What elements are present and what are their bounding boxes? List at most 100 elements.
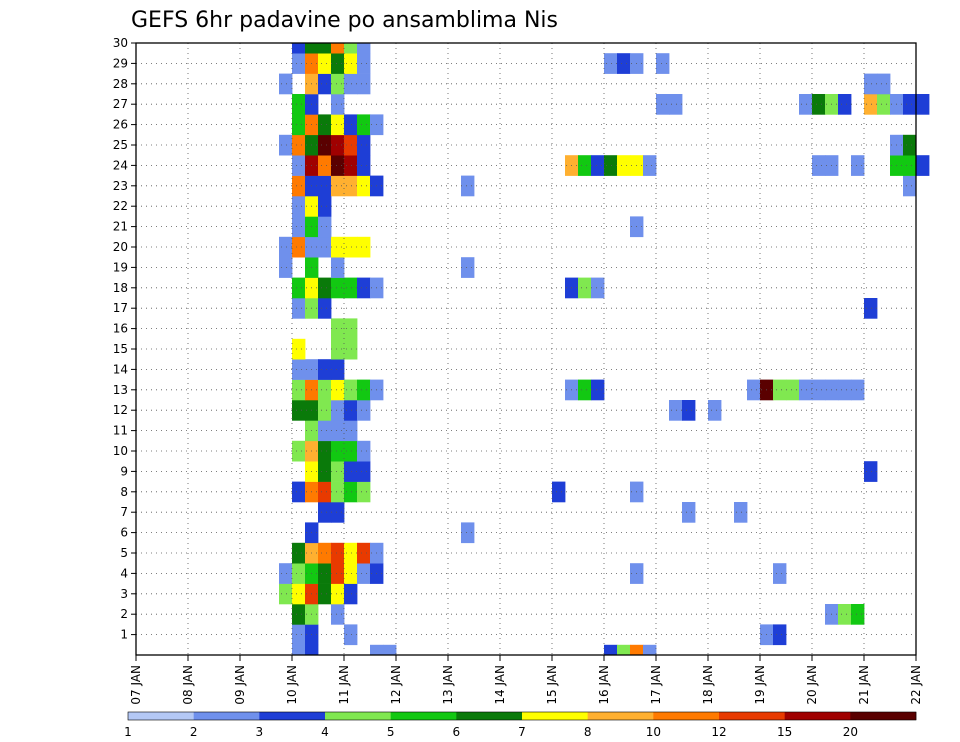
heat-cell — [292, 563, 306, 584]
colorbar-swatch — [719, 712, 785, 720]
heat-cell — [344, 277, 358, 299]
y-tick-label: 30 — [113, 36, 128, 50]
y-tick-label: 23 — [113, 179, 128, 193]
heat-cell — [331, 53, 345, 74]
heat-cell — [851, 604, 865, 625]
heat-cell — [357, 379, 371, 401]
x-tick-label: 15 JAN — [545, 665, 559, 705]
colorbar-label: 20 — [843, 725, 858, 739]
y-tick-label: 11 — [113, 424, 128, 438]
heat-cell — [318, 298, 332, 319]
heat-cell — [331, 257, 345, 278]
heat-cell — [331, 379, 345, 401]
heat-cell — [344, 53, 358, 74]
heat-cell — [747, 379, 761, 401]
heat-cell — [903, 175, 917, 197]
heat-cell — [773, 624, 787, 646]
heat-cell — [617, 53, 631, 74]
heat-cell — [799, 94, 813, 115]
heat-cell — [799, 379, 813, 401]
heat-cell — [331, 155, 345, 176]
heat-cell — [357, 440, 371, 462]
colorbar-swatch — [390, 712, 457, 720]
heat-cell — [682, 502, 696, 523]
colorbar: 1 2 3 4 5 6 7 8 10 12 15 20 — [124, 711, 917, 739]
y-tick-label: 18 — [113, 281, 128, 295]
heat-cell — [318, 134, 332, 156]
heat-cell — [318, 277, 332, 299]
y-tick-label: 22 — [113, 199, 128, 213]
heat-cell — [643, 155, 657, 176]
heat-cell — [357, 73, 371, 95]
heat-cell — [292, 583, 306, 605]
heat-cell — [591, 277, 605, 299]
heat-cell — [344, 624, 358, 646]
colorbar-swatch — [456, 712, 523, 720]
x-tick-label: 20 JAN — [805, 665, 819, 705]
heat-cell — [318, 400, 332, 421]
heat-cell — [734, 502, 748, 523]
x-tick-label: 08 JAN — [181, 665, 195, 705]
heat-cell — [331, 542, 345, 564]
heat-cell — [669, 94, 683, 115]
x-tick-label: 10 JAN — [285, 665, 299, 705]
heat-cell — [851, 155, 865, 176]
x-tick-label: 12 JAN — [389, 665, 403, 705]
heat-cell — [292, 175, 306, 197]
heat-cell — [864, 94, 878, 115]
heat-cell — [292, 43, 306, 54]
y-tick-label: 20 — [113, 240, 128, 254]
heat-cell — [344, 134, 358, 156]
heat-cell — [292, 604, 306, 625]
heat-cell — [344, 461, 358, 482]
y-tick-label: 27 — [113, 97, 128, 111]
x-tick-label: 19 JAN — [753, 665, 767, 705]
heat-cell — [552, 481, 566, 503]
heat-cell — [344, 155, 358, 176]
heat-cell — [578, 155, 592, 176]
heat-cell — [812, 94, 826, 115]
heat-cell — [461, 257, 475, 278]
colorbar-swatch — [325, 712, 391, 720]
heat-cell — [292, 196, 306, 217]
y-tick-label: 19 — [113, 260, 128, 274]
heat-cell — [292, 644, 306, 656]
heat-cell — [370, 644, 384, 656]
x-tick-label: 09 JAN — [233, 665, 247, 705]
heat-cell — [292, 440, 306, 462]
heat-cell — [279, 563, 293, 584]
x-tick-label: 18 JAN — [701, 665, 715, 705]
heat-cell — [357, 53, 371, 74]
y-tick-label: 8 — [120, 485, 128, 499]
heat-cell — [682, 400, 696, 421]
x-tick-label: 21 JAN — [857, 665, 871, 705]
y-tick-label: 13 — [113, 383, 128, 397]
heat-cell — [292, 277, 306, 299]
y-tick-label: 12 — [113, 403, 128, 417]
heat-cell — [643, 644, 657, 656]
x-tick-label: 16 JAN — [597, 665, 611, 705]
heat-cell — [604, 155, 618, 176]
y-tick-label: 4 — [120, 566, 128, 580]
heat-cell — [591, 379, 605, 401]
heat-cell — [357, 542, 371, 564]
heat-cell — [344, 440, 358, 462]
heat-cell — [331, 400, 345, 421]
heat-cell — [318, 583, 332, 605]
heat-cell — [357, 461, 371, 482]
heat-cell — [331, 318, 345, 340]
y-tick-label: 9 — [120, 464, 128, 478]
y-axis: 1234567891011121314151617181920212223242… — [113, 36, 136, 642]
heat-cell — [331, 236, 345, 258]
colorbar-swatch — [128, 712, 194, 720]
colorbar-swatch — [653, 712, 720, 720]
heat-cell — [708, 400, 722, 421]
heat-cell — [292, 400, 306, 421]
heat-cell — [318, 379, 332, 401]
heat-cell — [903, 94, 917, 115]
heat-cell — [838, 379, 852, 401]
chart-title: GEFS 6hr padavine po ansamblima Nis — [131, 8, 558, 33]
y-tick-label: 21 — [113, 220, 128, 234]
heat-cell — [344, 563, 358, 584]
